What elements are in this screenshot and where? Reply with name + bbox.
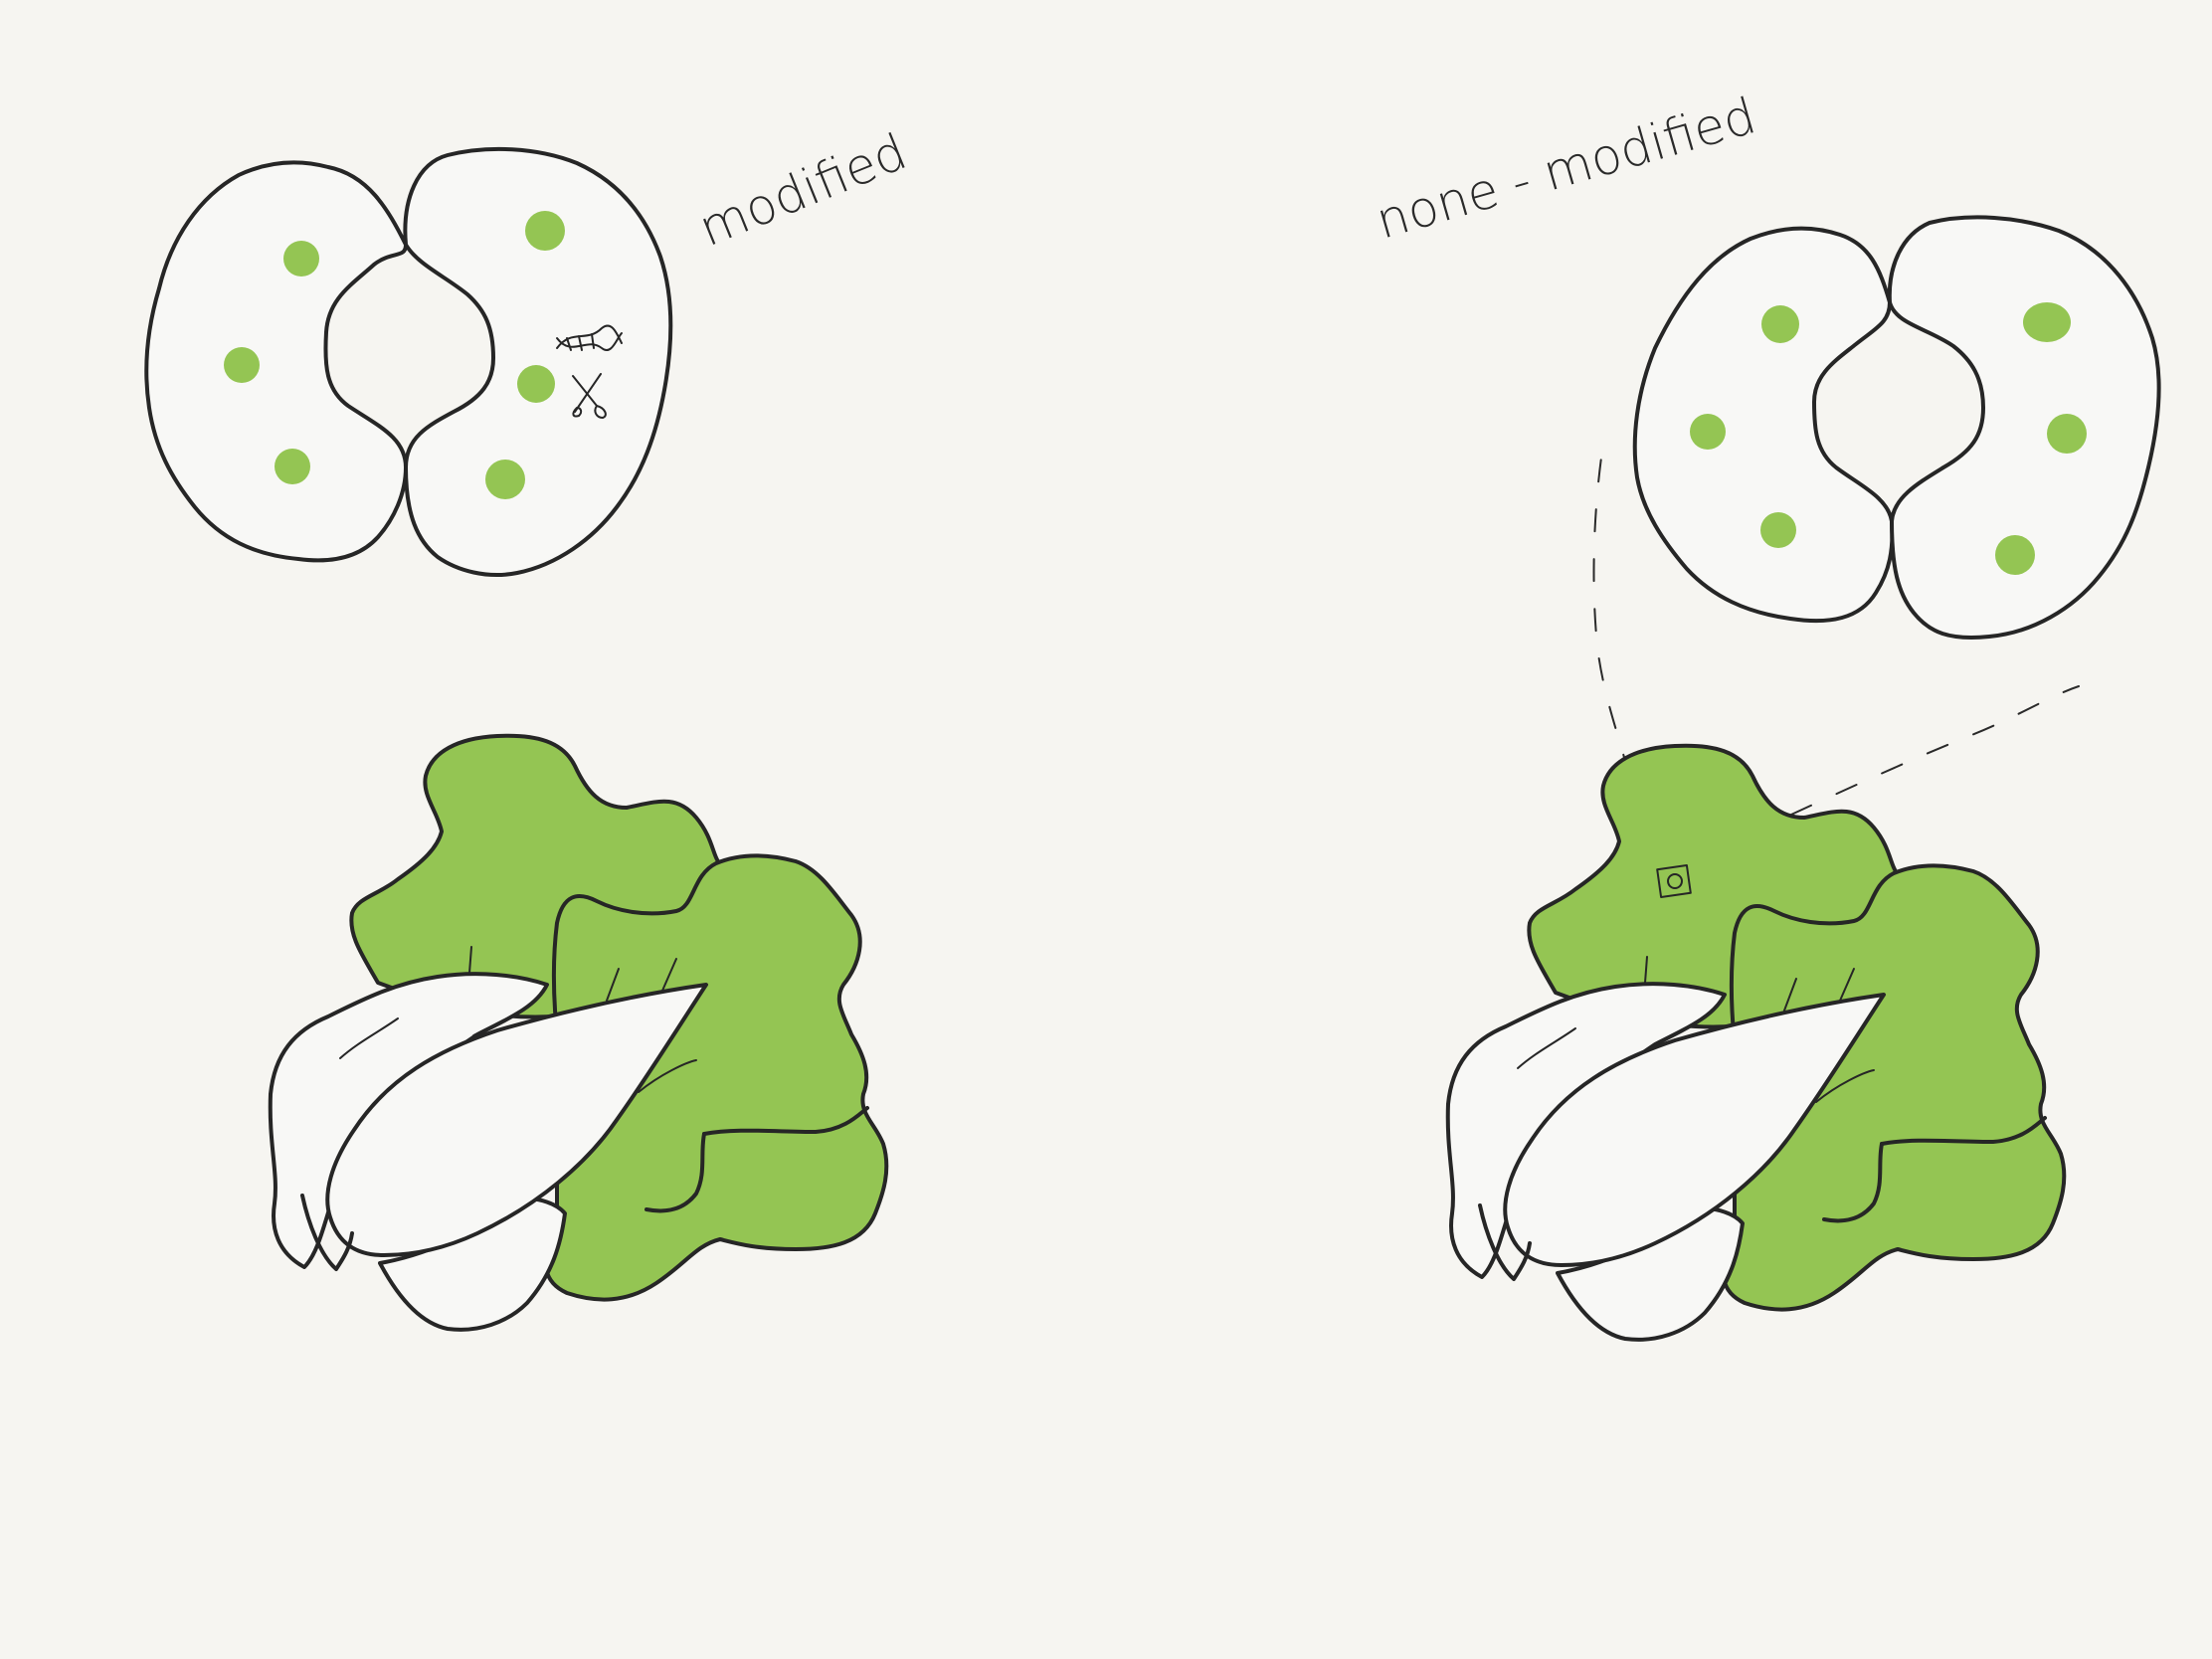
chloroplast-dot: [2023, 302, 2071, 342]
leaf-fold: [645, 1132, 706, 1213]
chloroplast-dot: [2047, 414, 2087, 454]
chloroplast-dot: [283, 241, 319, 276]
modified-cell-right-lobe: [403, 146, 673, 577]
leaf-vein: [472, 1029, 498, 1037]
modified-lettuce: [268, 733, 889, 1332]
leaf-vein: [1815, 1069, 1875, 1103]
label-modified: modified: [691, 122, 915, 258]
leaf-vein: [606, 968, 620, 1002]
chloroplast-dot: [525, 211, 565, 251]
chloroplast-dot: [1995, 535, 2035, 575]
non-modified-group: none - modified: [1370, 87, 2161, 1342]
dna-icon: [556, 324, 623, 351]
gene-marker-icon: [1656, 864, 1692, 898]
non-modified-cell: [1632, 215, 2161, 640]
chloroplast-dot: [275, 449, 310, 484]
lettuce-leaf: [1721, 863, 2067, 1312]
chloroplast-dot: [224, 347, 260, 383]
non-modified-cell-right-lobe: [1887, 215, 2161, 640]
chloroplast-dot: [517, 365, 555, 403]
modified-cell-left-lobe: [144, 160, 408, 563]
non-modified-lettuce: [1445, 743, 2067, 1342]
leaf-vein: [1783, 978, 1797, 1012]
leaf-fold: [702, 1106, 869, 1136]
lettuce-leaf: [543, 853, 889, 1302]
leaf-vein: [468, 946, 472, 974]
modified-cell: [144, 146, 673, 577]
leaf-vein: [638, 1059, 697, 1093]
label-non-modified: none - modified: [1370, 87, 1761, 250]
leaf-base: [1478, 1203, 1532, 1281]
leaf-vein: [339, 1017, 399, 1059]
leaf-fold: [1822, 1142, 1884, 1223]
chloroplast-dot: [1761, 305, 1799, 343]
zoom-line-left: [1592, 457, 1630, 777]
chloroplast-dot: [1690, 414, 1726, 450]
chloroplast-dot: [485, 460, 525, 499]
non-modified-cell-left-lobe: [1632, 226, 1895, 624]
chloroplast-dot: [1760, 512, 1796, 548]
leaf-vein: [1644, 956, 1648, 984]
leaf-vein: [1839, 968, 1855, 1002]
leaf-vein: [661, 958, 677, 992]
modified-group: modified: [144, 122, 915, 1332]
leaf-vein: [1517, 1027, 1576, 1069]
leaf-fold: [1880, 1116, 2047, 1146]
leaf-base: [300, 1194, 354, 1271]
lettuce-center-leaf: [1503, 993, 1886, 1267]
zoom-line-right: [1654, 685, 2080, 876]
scissors-icon: [572, 373, 607, 419]
